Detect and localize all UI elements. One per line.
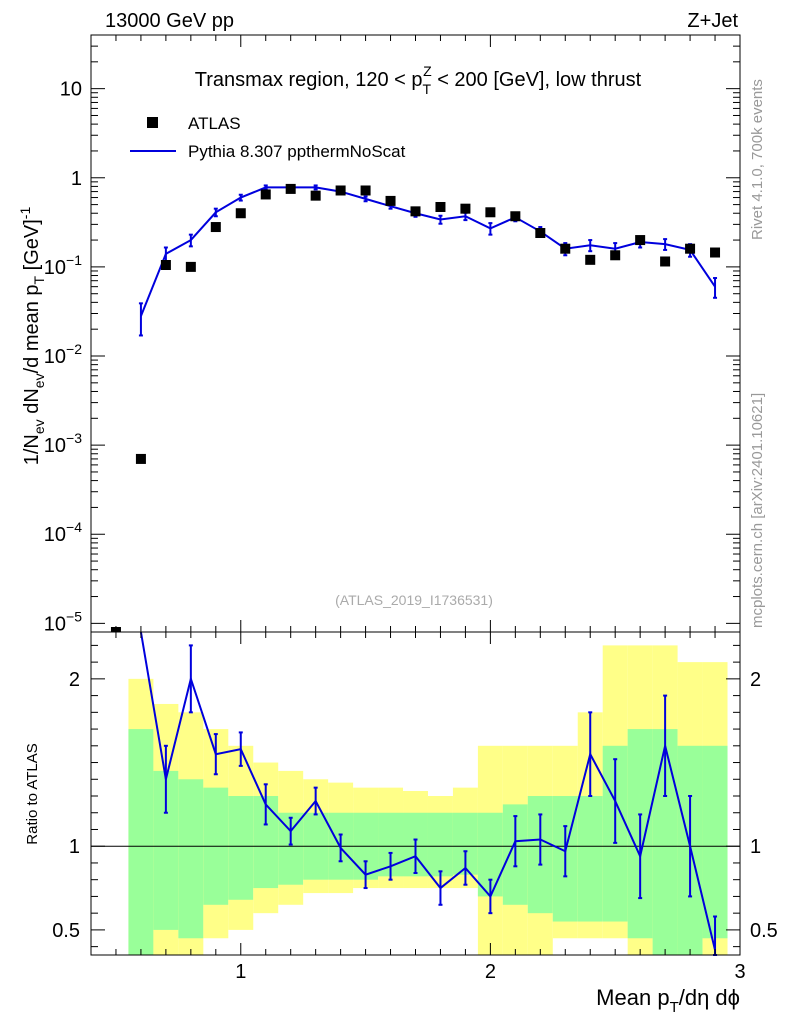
main-y-tick-label: 10−5 (44, 608, 82, 635)
atlas-data-point (560, 243, 571, 254)
svg-text:1/Nev dNev/d mean pT [GeV]-1: 1/Nev dNev/d mean pT [GeV]-1 (17, 207, 47, 466)
atlas-data-point (685, 243, 696, 254)
atlas-data-point (210, 222, 221, 233)
legend: ATLAS Pythia 8.307 ppthermNoScat (130, 114, 406, 161)
ratio-band-inner (702, 745, 728, 939)
atlas-data-point (285, 183, 296, 194)
atlas-data-point (235, 208, 246, 219)
x-axis-label: Mean pT/dη dϕ (596, 985, 740, 1016)
analysis-id: (ATLAS_2019_I1736531) (335, 592, 493, 608)
ratio-mc-line (139, 631, 717, 951)
main-y-tick-label: 1 (71, 168, 82, 190)
atlas-data-point (460, 203, 471, 214)
atlas-data-point (585, 254, 596, 265)
x-tick-label: 1 (235, 961, 246, 983)
atlas-data-point (360, 185, 371, 196)
ratio-y-tick-label-left: 2 (69, 669, 80, 691)
atlas-data-point (385, 195, 396, 206)
atlas-data-point (435, 201, 446, 212)
legend-atlas-marker (147, 117, 158, 128)
rivet-label: Rivet 4.1.0, 700k events (749, 79, 766, 240)
ratio-y-tick-label-right: 0.5 (750, 920, 778, 942)
legend-mc-label: Pythia 8.307 ppthermNoScat (188, 142, 406, 161)
main-y-tick-label: 10 (60, 79, 82, 101)
x-tick-label: 2 (485, 961, 496, 983)
atlas-data-point (535, 228, 546, 239)
ratio-y-tick-label-right: 2 (750, 669, 761, 691)
legend-atlas-label: ATLAS (188, 114, 241, 133)
ratio-plot: 1 2 30.5 0.51 12 2 (52, 631, 778, 983)
main-y-tick-label: 10−2 (44, 341, 82, 368)
atlas-data-point (310, 190, 321, 201)
ratio-band-inner (427, 812, 453, 877)
header-right: Z+Jet (687, 10, 738, 32)
x-tick-label: 3 (734, 961, 745, 983)
ratio-band-inner (128, 729, 154, 955)
plot-title: Transmax region, 120 < pTZ < 200 [GeV], … (195, 63, 642, 97)
atlas-data-point (410, 206, 421, 217)
main-y-tick-label: 10−3 (44, 430, 82, 457)
atlas-data-point (135, 453, 146, 464)
atlas-data-point (610, 250, 621, 261)
header-left: 13000 GeV pp (105, 10, 234, 32)
ratio-y-tick-label-left: 1 (69, 836, 80, 858)
main-plot: 10−5 10−4 10−3 10−2 10−1 1 10 (44, 34, 741, 635)
mc-line (139, 186, 716, 317)
main-y-axis-label: 1/Nev dNev/d mean pT [GeV]-1 (17, 207, 47, 466)
ratio-band-inner (228, 796, 254, 900)
atlas-data-point (485, 207, 496, 218)
atlas-data-point (185, 261, 196, 272)
main-y-tick-label: 10−4 (44, 519, 82, 546)
ratio-y-axis-label: Ratio to ATLAS (24, 743, 41, 844)
ratio-y-tick-label-right: 1 (750, 836, 761, 858)
atlas-data-point (635, 235, 646, 246)
atlas-data-point (335, 185, 346, 196)
atlas-data-point (660, 256, 671, 267)
mcplots-label: mcplots.cern.ch [arXiv:2401.10621] (749, 393, 766, 628)
ratio-band-inner (577, 796, 603, 922)
main-y-tick-label: 10−1 (44, 252, 82, 279)
atlas-data-point (260, 189, 271, 200)
ratio-y-tick-label-left: 0.5 (52, 920, 80, 942)
atlas-data-point (710, 247, 721, 258)
ratio-band-inner (178, 779, 204, 939)
atlas-data-point (510, 211, 521, 222)
atlas-data-point (160, 260, 171, 271)
